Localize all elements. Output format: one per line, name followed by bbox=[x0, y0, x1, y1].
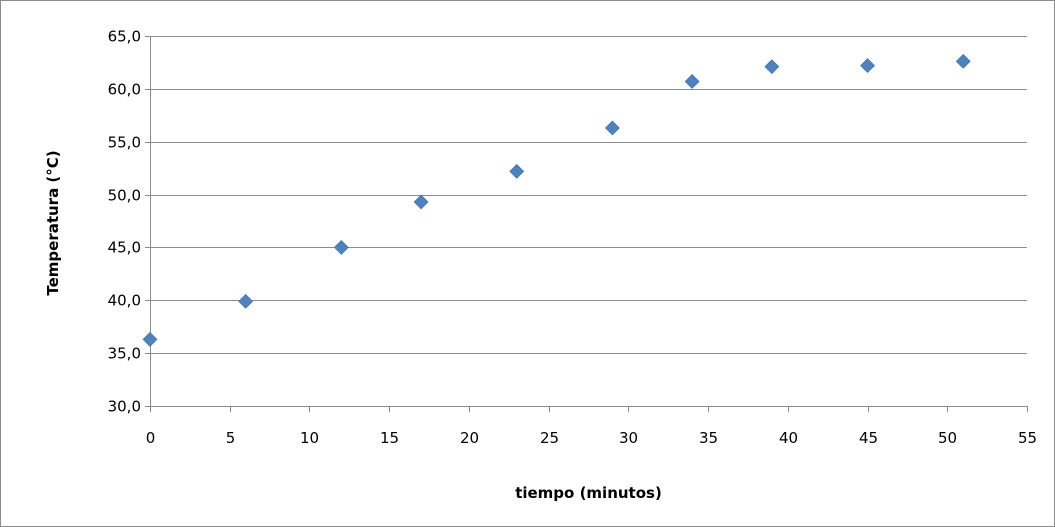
x-tick-labels: 0 5 10 15 20 25 30 35 40 45 50 55 bbox=[146, 429, 1037, 447]
x-tick-label: 25 bbox=[540, 429, 559, 447]
data-point bbox=[509, 163, 525, 179]
y-tick-labels: 30,0 35,0 40,0 45,0 50,0 55,0 60,0 65,0 bbox=[108, 28, 141, 416]
x-tick-label: 15 bbox=[380, 429, 399, 447]
x-tick-label: 5 bbox=[226, 429, 236, 447]
axes bbox=[145, 36, 1028, 412]
data-point bbox=[333, 240, 349, 255]
x-tick-label: 40 bbox=[779, 429, 798, 447]
gridlines bbox=[150, 36, 1027, 407]
data-point bbox=[604, 120, 620, 136]
y-tick-label: 40,0 bbox=[108, 292, 141, 310]
x-tick-label: 30 bbox=[619, 429, 638, 447]
data-point bbox=[142, 331, 158, 347]
data-point bbox=[764, 59, 780, 75]
y-tick-label: 60,0 bbox=[108, 81, 141, 99]
y-tick-label: 45,0 bbox=[108, 239, 141, 257]
y-tick-label: 30,0 bbox=[108, 398, 141, 416]
data-point bbox=[238, 293, 254, 309]
data-point bbox=[684, 74, 700, 89]
y-tick-label: 35,0 bbox=[108, 345, 141, 363]
x-axis-title: tiempo (minutos) bbox=[515, 484, 662, 502]
data-point bbox=[955, 53, 971, 69]
x-tick-label: 0 bbox=[146, 429, 156, 447]
x-tick-label: 35 bbox=[699, 429, 718, 447]
data-points bbox=[142, 53, 971, 347]
y-tick-label: 55,0 bbox=[108, 134, 141, 152]
y-tick-label: 65,0 bbox=[108, 28, 141, 46]
y-axis-title: Temperatura (°C) bbox=[44, 150, 62, 295]
data-point bbox=[413, 194, 429, 210]
x-tick-label: 20 bbox=[460, 429, 479, 447]
data-point bbox=[860, 58, 875, 74]
y-tick-label: 50,0 bbox=[108, 187, 141, 205]
x-tick-label: 55 bbox=[1018, 429, 1037, 447]
x-tick-label: 45 bbox=[859, 429, 878, 447]
x-tick-label: 50 bbox=[938, 429, 957, 447]
x-tick-label: 10 bbox=[300, 429, 319, 447]
